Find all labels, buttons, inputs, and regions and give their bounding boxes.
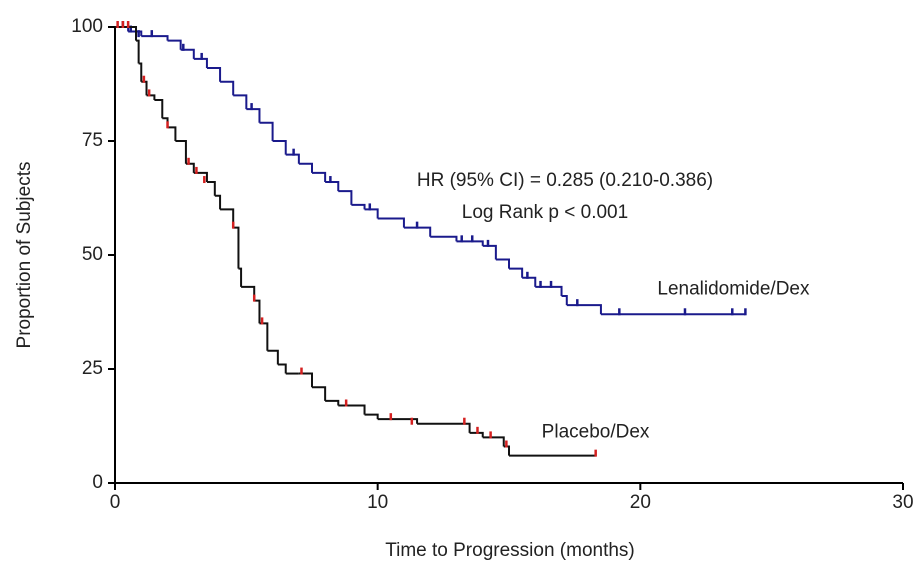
step-segment [503, 445, 510, 456]
step-segment [220, 80, 235, 96]
y-tick-label: 100 [71, 16, 103, 37]
step-segment [285, 153, 300, 164]
step-segment [417, 422, 471, 433]
x-tick-label: 10 [367, 492, 388, 513]
step-segment [495, 258, 510, 269]
step-segment [566, 304, 602, 315]
step-segment [267, 349, 279, 365]
step-segment [338, 190, 353, 205]
series-label: Placebo/Dex [542, 422, 650, 443]
step-segment [193, 171, 208, 183]
step-segment [246, 108, 261, 123]
step-segment [175, 140, 187, 164]
step-segment [430, 235, 458, 242]
step-segment [259, 322, 269, 351]
step-segment [509, 267, 524, 278]
step-segment [325, 399, 340, 406]
step-segment [167, 39, 182, 50]
step-segment [277, 363, 287, 374]
step-segment [154, 98, 164, 119]
step-segment [364, 208, 379, 219]
step-segment [214, 194, 222, 210]
step-segment [377, 217, 405, 228]
step-segment [312, 386, 327, 401]
step-segment [146, 94, 156, 100]
x-tick-label: 30 [892, 492, 913, 513]
step-segment [238, 267, 243, 287]
step-segment [233, 94, 248, 110]
x-tick-label: 20 [630, 492, 651, 513]
annotation: HR (95% CI) = 0.285 (0.210-0.386) [417, 170, 713, 191]
y-tick-label: 50 [82, 244, 103, 265]
step-segment [138, 62, 143, 82]
step-segment [272, 140, 287, 155]
step-segment [351, 203, 366, 210]
y-axis-label: Proportion of Subjects [14, 162, 35, 349]
step-segment [298, 372, 313, 388]
step-segment [338, 404, 366, 415]
step-segment [561, 295, 568, 306]
step-segment [535, 285, 563, 297]
step-segment [469, 431, 484, 438]
step-segment [482, 244, 497, 260]
y-tick-label: 75 [82, 130, 103, 151]
step-segment [141, 35, 169, 41]
x-axis-label: Time to Progression (months) [385, 540, 635, 561]
step-segment [456, 240, 484, 246]
step-segment [220, 208, 235, 228]
step-segment [241, 285, 256, 301]
step-segment [298, 162, 313, 173]
step-segment [312, 171, 327, 183]
step-segment [185, 162, 195, 173]
step-segment [325, 181, 340, 192]
step-segment [128, 30, 143, 37]
step-segment [206, 67, 222, 82]
step-segment [233, 226, 240, 269]
step-segment [206, 181, 216, 196]
step-segment [180, 48, 195, 59]
step-segment [136, 39, 140, 64]
step-segment [254, 299, 261, 324]
step-segment [167, 126, 177, 141]
step-segment [259, 121, 274, 141]
annotation: Log Rank p < 0.001 [462, 202, 628, 223]
step-segment [115, 26, 138, 41]
step-segment [141, 80, 148, 96]
y-tick-label: 0 [92, 472, 103, 493]
series-label: Lenalidomide/Dex [657, 278, 810, 299]
step-segment [193, 57, 208, 69]
y-tick-label: 25 [82, 358, 103, 379]
step-segment [482, 436, 505, 447]
x-tick-label: 0 [110, 492, 121, 513]
step-segment [364, 413, 379, 420]
step-segment [403, 226, 432, 237]
step-segment [522, 276, 537, 287]
